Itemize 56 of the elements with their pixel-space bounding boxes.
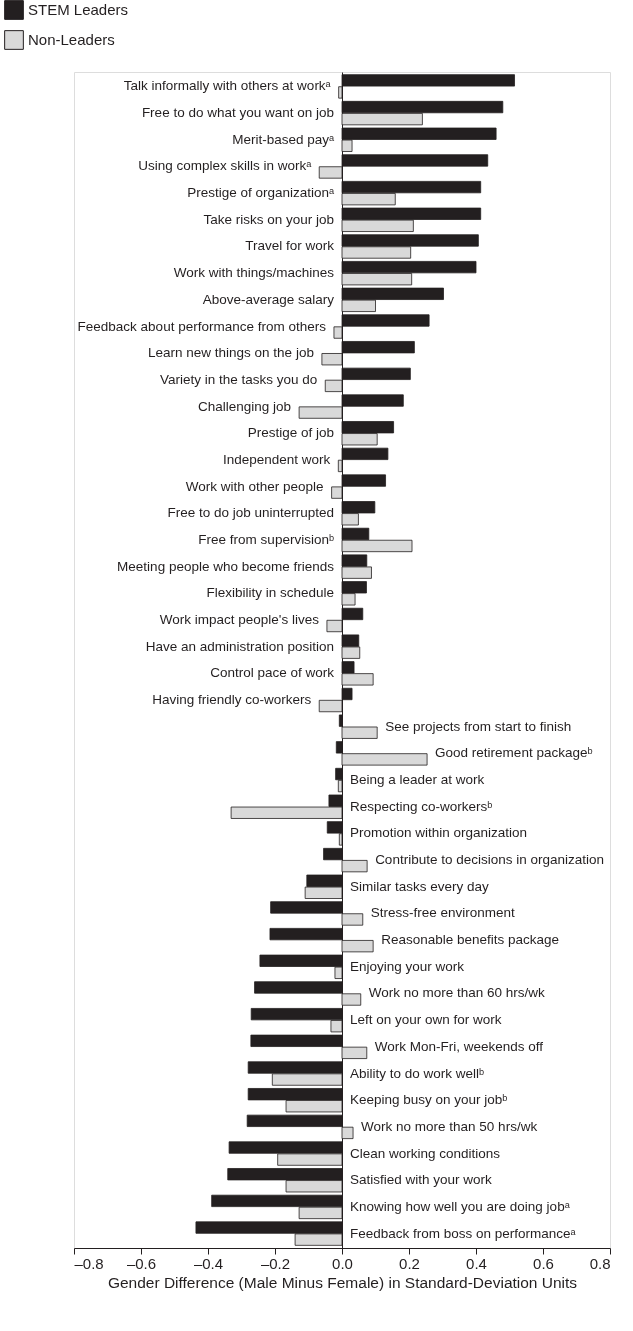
y-tick-label: Variety in the tasks you do bbox=[159, 371, 318, 387]
y-tick-label: Stress-free environment bbox=[370, 905, 516, 921]
y-tick-label: Meeting people who become friends bbox=[117, 558, 335, 574]
y-tick-label: Work no more than 50 hrs/wk bbox=[361, 1118, 538, 1134]
y-tick-label: Work Mon-Fri, weekends off bbox=[374, 1038, 544, 1054]
y-tick-label: Have an administration position bbox=[145, 638, 334, 654]
y-tick-label: Prestige of organizationᵃ bbox=[187, 185, 335, 201]
x-tick-label: 0.2 bbox=[399, 1254, 420, 1272]
x-tick-label: 0.4 bbox=[466, 1254, 487, 1272]
x-tick-label: –0.8 bbox=[74, 1254, 104, 1272]
y-tick-label: Independent work bbox=[222, 451, 331, 467]
y-tick-label: Feedback about performance from others bbox=[77, 318, 327, 334]
x-axis-title: Gender Difference (Male Minus Female) in Standard-Deviation Units bbox=[107, 1273, 578, 1291]
legend-label: STEM Leaders bbox=[28, 1, 129, 18]
y-tick-label: Good retirement packageᵇ bbox=[435, 745, 593, 761]
y-tick-label: Knowing how well you are doing jobᵃ bbox=[350, 1198, 571, 1214]
x-tick-label: –0.6 bbox=[126, 1254, 157, 1272]
y-tick-label: Work no more than 60 hrs/wk bbox=[368, 985, 546, 1001]
legend-label: Non-Leaders bbox=[28, 31, 115, 48]
y-tick-label: Take risks on your job bbox=[203, 211, 334, 227]
y-tick-label: Feedback from boss on performanceᵃ bbox=[350, 1225, 577, 1241]
y-tick-label: Ability to do work wellᵇ bbox=[350, 1065, 485, 1081]
y-tick-label: Left on your own for work bbox=[350, 1012, 502, 1028]
y-tick-label: Work with other people bbox=[185, 478, 324, 494]
y-tick-label: Free to do what you want on job bbox=[141, 105, 334, 121]
x-tick-label: 0.8 bbox=[589, 1254, 611, 1272]
x-tick-label: –0.4 bbox=[193, 1254, 224, 1272]
y-tick-label: Flexibility in schedule bbox=[206, 585, 334, 601]
y-tick-label: Satisfied with your work bbox=[350, 1172, 493, 1188]
y-tick-label: Similar tasks every day bbox=[350, 878, 490, 894]
y-tick-label: Clean working conditions bbox=[350, 1145, 501, 1161]
y-tick-label: Work with things/machines bbox=[173, 265, 335, 281]
y-tick-label: Learn new things on the job bbox=[148, 345, 314, 361]
y-tick-label: Prestige of job bbox=[247, 425, 334, 441]
y-tick-label: Free to do job uninterrupted bbox=[167, 505, 334, 521]
y-tick-label: Using complex skills in workᵃ bbox=[138, 158, 313, 174]
y-tick-label: See projects from start to finish bbox=[385, 718, 572, 734]
y-tick-label: Respecting co-workersᵇ bbox=[350, 798, 493, 814]
y-tick-label: Control pace of work bbox=[210, 665, 335, 681]
y-tick-label: Challenging job bbox=[198, 398, 292, 414]
y-tick-label: Promotion within organization bbox=[350, 825, 528, 841]
y-tick-label: Above-average salary bbox=[202, 291, 335, 307]
x-tick-label: –0.2 bbox=[260, 1254, 291, 1272]
y-tick-label: Talk informally with others at workᵃ bbox=[123, 78, 332, 94]
x-tick-label: 0.0 bbox=[332, 1254, 353, 1272]
y-tick-label: Enjoying your work bbox=[350, 958, 465, 974]
y-tick-label: Reasonable benefits package bbox=[381, 932, 560, 948]
y-tick-label: Merit-based payᵃ bbox=[232, 131, 335, 147]
x-tick-label: 0.6 bbox=[533, 1254, 554, 1272]
y-tick-label: Being a leader at work bbox=[350, 772, 485, 788]
y-tick-label: Free from supervisionᵇ bbox=[198, 531, 334, 547]
y-tick-label: Having friendly co-workers bbox=[152, 692, 312, 708]
y-tick-label: Work impact people's lives bbox=[159, 611, 320, 627]
y-tick-label: Keeping busy on your jobᵇ bbox=[350, 1092, 508, 1108]
y-tick-label: Travel for work bbox=[245, 238, 335, 254]
y-tick-label: Contribute to decisions in organization bbox=[375, 852, 605, 868]
